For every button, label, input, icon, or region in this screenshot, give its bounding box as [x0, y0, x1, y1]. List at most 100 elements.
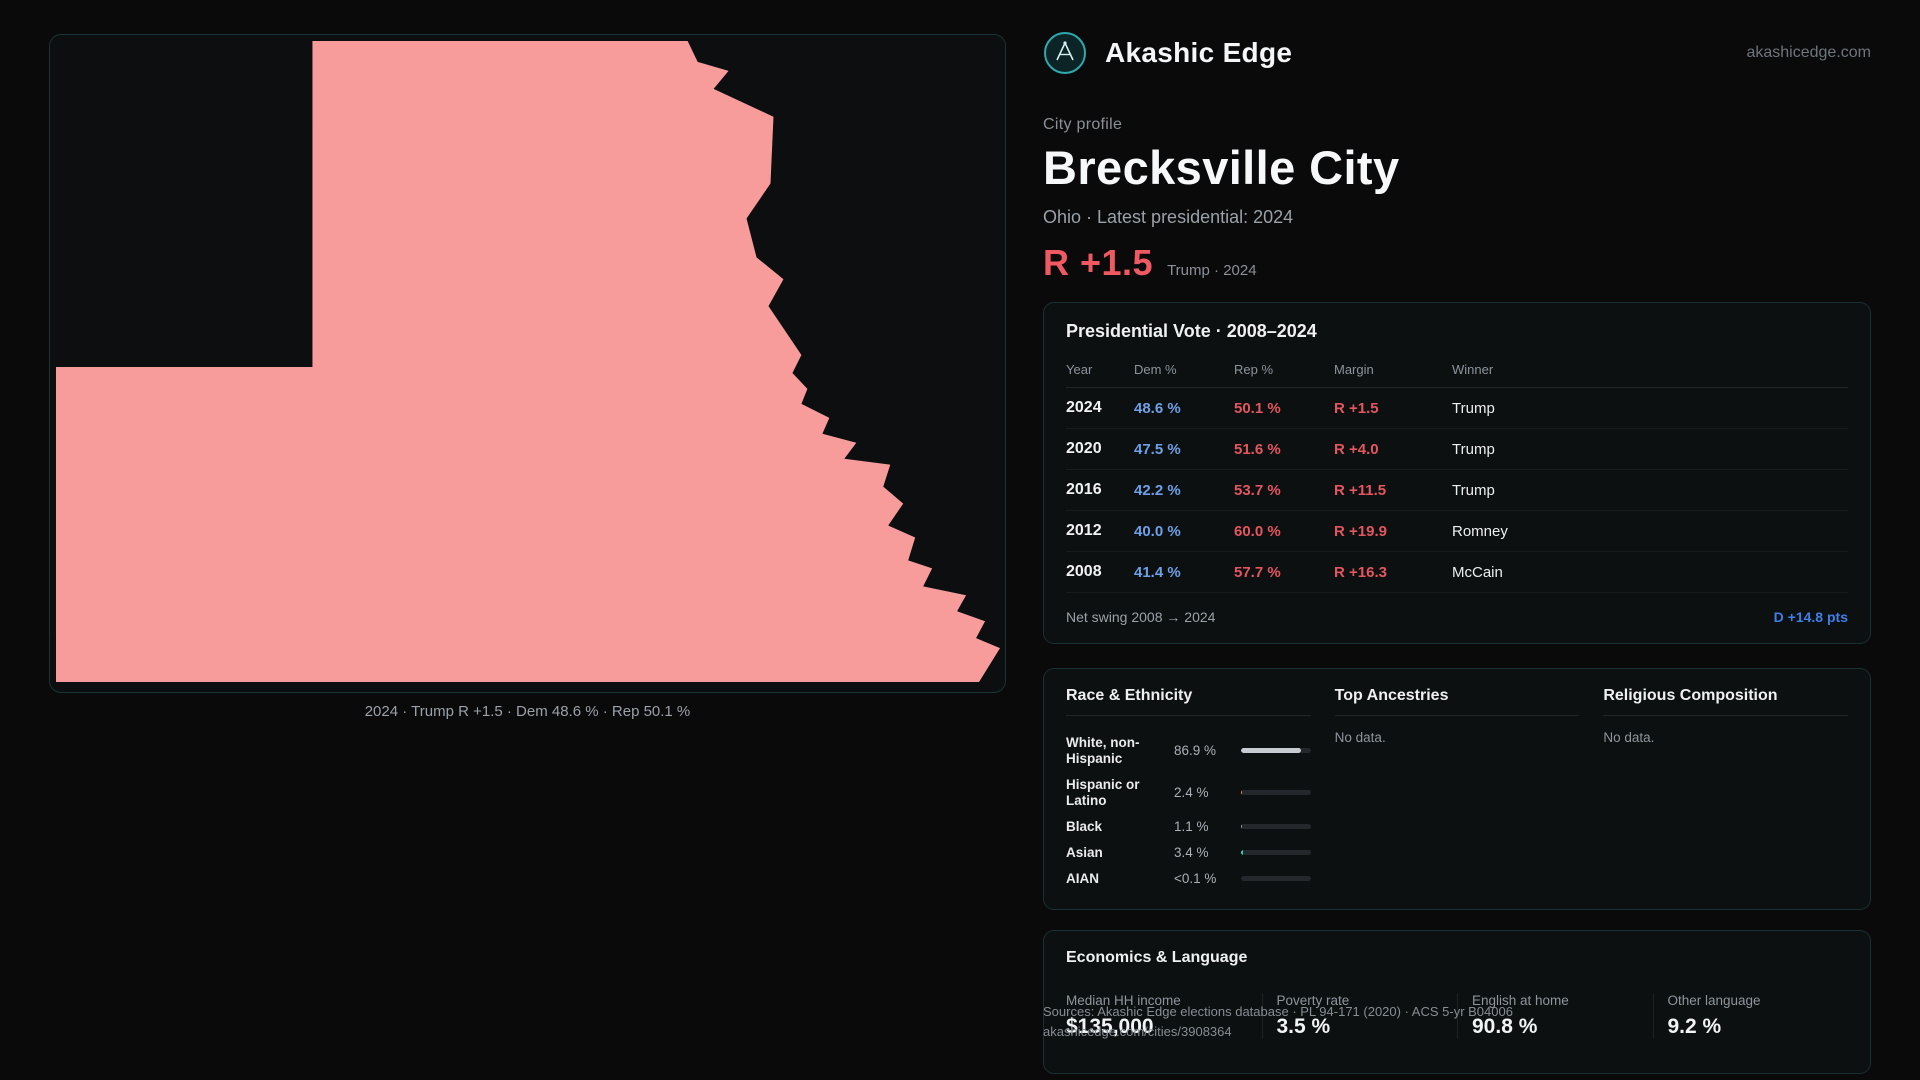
net-swing-label: Net swing 2008 → 2024 — [1066, 609, 1216, 625]
city-profile-panel: Akashic Edge akashicedge.com City profil… — [1043, 26, 1871, 1075]
economics-card-title: Economics & Language — [1066, 949, 1248, 967]
stat-value: 9.2 % — [1667, 1015, 1722, 1039]
margin-context: Trump · 2024 — [1167, 262, 1257, 279]
cell-year: 2024 — [1066, 399, 1102, 416]
ancestries-no-data: No data. — [1334, 730, 1386, 745]
cell-year: 2016 — [1066, 481, 1102, 498]
stat-label: English at home — [1472, 993, 1569, 1009]
stat-other-language: Other language 9.2 % — [1652, 993, 1849, 1040]
state-subtitle: Ohio · Latest presidential: 2024 — [1043, 207, 1294, 227]
brand-domain-link[interactable]: akashicedge.com — [1746, 44, 1871, 61]
race-value: 3.4 % — [1174, 845, 1209, 861]
race-ethnicity-column: Race & Ethnicity White, non-Hispanic 86.… — [1066, 687, 1311, 891]
race-label: AIAN — [1066, 870, 1099, 886]
demographics-card: Race & Ethnicity White, non-Hispanic 86.… — [1043, 668, 1871, 911]
kicker-city-profile: City profile — [1043, 116, 1123, 133]
cell-winner: Trump — [1452, 440, 1495, 458]
cell-margin: R +11.5 — [1334, 481, 1387, 499]
stat-median-income: Median HH income $135,000 — [1066, 993, 1262, 1039]
table-row: 2020 47.5 % 51.6 % R +4.0 Trump — [1066, 429, 1848, 470]
cell-dem: 48.6 % — [1134, 399, 1181, 417]
race-label: Hispanic or Latino — [1066, 776, 1140, 808]
cell-winner: Trump — [1452, 481, 1495, 499]
presidential-card-title: Presidential Vote · 2008–2024 — [1066, 321, 1317, 341]
race-row: White, non-Hispanic 86.9 % — [1066, 730, 1311, 772]
col-header-margin: Margin — [1334, 362, 1374, 377]
stat-poverty-rate: Poverty rate 3.5 % — [1261, 993, 1458, 1040]
col-header-rep: Rep % — [1234, 362, 1274, 377]
race-label: White, non-Hispanic — [1066, 735, 1140, 766]
cell-dem: 42.2 % — [1134, 481, 1181, 499]
cell-dem: 40.0 % — [1134, 522, 1181, 540]
cell-rep: 50.1 % — [1234, 399, 1281, 417]
race-bar — [1240, 824, 1311, 830]
sources-line: Sources: Akashic Edge elections database… — [1043, 1004, 1513, 1019]
race-bar — [1240, 850, 1311, 856]
race-bar — [1240, 748, 1311, 754]
stat-label: Median HH income — [1066, 993, 1181, 1009]
logo-icon — [1044, 32, 1086, 74]
economics-card: Economics & Language Median HH income $1… — [1043, 930, 1871, 1075]
table-row: 2024 48.6 % 50.1 % R +1.5 Trump — [1066, 388, 1848, 429]
net-swing-value: D +14.8 pts — [1773, 609, 1848, 625]
table-header-row: Year Dem % Rep % Margin Winner — [1066, 356, 1848, 388]
table-row: 2012 40.0 % 60.0 % R +19.9 Romney — [1066, 511, 1848, 552]
brand-header: Akashic Edge akashicedge.com — [1043, 26, 1871, 80]
margin-value: R +1.5 — [1043, 242, 1154, 283]
cell-winner: Trump — [1452, 399, 1495, 417]
race-row: Asian 3.4 % — [1066, 840, 1311, 866]
col-header-winner: Winner — [1452, 362, 1494, 377]
permalink[interactable]: akashicedge.com/cities/3908364 — [1043, 1023, 1232, 1039]
city-polygon — [55, 40, 1001, 683]
cell-rep: 51.6 % — [1234, 440, 1281, 458]
race-row: Hispanic or Latino 2.4 % — [1066, 772, 1311, 814]
race-label: Black — [1066, 818, 1103, 834]
race-value: 2.4 % — [1174, 785, 1209, 801]
race-bar — [1240, 875, 1311, 881]
stat-value: 3.5 % — [1276, 1015, 1331, 1039]
headline-margin: R +1.5 Trump · 2024 — [1043, 242, 1871, 284]
stat-label: Poverty rate — [1276, 993, 1350, 1009]
cell-margin: R +1.5 — [1334, 399, 1379, 417]
cell-rep: 57.7 % — [1234, 563, 1281, 581]
religious-composition-title: Religious Composition — [1603, 687, 1848, 716]
cell-margin: R +19.9 — [1334, 522, 1387, 540]
city-boundary-map — [55, 40, 1001, 683]
top-ancestries-title: Top Ancestries — [1334, 687, 1580, 716]
religion-no-data: No data. — [1603, 730, 1655, 745]
race-bar — [1240, 790, 1311, 796]
page-title: Brecksville City — [1043, 141, 1400, 194]
race-value: 1.1 % — [1174, 819, 1209, 835]
stat-english-at-home: English at home 90.8 % — [1457, 993, 1653, 1040]
race-label: Asian — [1066, 844, 1103, 860]
race-row: AIAN <0.1 % — [1066, 866, 1311, 892]
net-swing-row: Net swing 2008 → 2024 D +14.8 pts — [1066, 593, 1848, 625]
race-row: Black 1.1 % — [1066, 814, 1311, 840]
cell-winner: Romney — [1452, 522, 1508, 540]
brand-name: Akashic Edge — [1105, 37, 1293, 68]
stat-value: 90.8 % — [1472, 1015, 1538, 1039]
col-header-year: Year — [1066, 362, 1093, 377]
cell-rep: 53.7 % — [1234, 481, 1281, 499]
race-value: 86.9 % — [1174, 743, 1217, 759]
stat-value: $135,000 — [1066, 1015, 1154, 1039]
cell-dem: 41.4 % — [1134, 563, 1181, 581]
cell-dem: 47.5 % — [1134, 440, 1181, 458]
cell-year: 2012 — [1066, 522, 1102, 539]
race-value: <0.1 % — [1174, 870, 1217, 886]
col-header-dem: Dem % — [1134, 362, 1177, 377]
table-row: 2016 42.2 % 53.7 % R +11.5 Trump — [1066, 470, 1848, 511]
cell-year: 2020 — [1066, 440, 1102, 457]
top-ancestries-column: Top Ancestries No data. — [1334, 687, 1580, 891]
economics-stats: Median HH income $135,000 Poverty rate 3… — [1066, 993, 1849, 1040]
religious-composition-column: Religious Composition No data. — [1603, 687, 1848, 891]
cell-year: 2008 — [1066, 563, 1102, 580]
cell-margin: R +4.0 — [1334, 440, 1379, 458]
cell-winner: McCain — [1452, 563, 1503, 581]
cell-margin: R +16.3 — [1334, 563, 1387, 581]
presidential-vote-table: Year Dem % Rep % Margin Winner 2024 48.6… — [1066, 356, 1848, 625]
page-footer: Sources: Akashic Edge elections database… — [1043, 1002, 1513, 1041]
cell-rep: 60.0 % — [1234, 522, 1281, 540]
city-map-panel — [49, 34, 1006, 693]
stat-label: Other language — [1667, 993, 1761, 1009]
